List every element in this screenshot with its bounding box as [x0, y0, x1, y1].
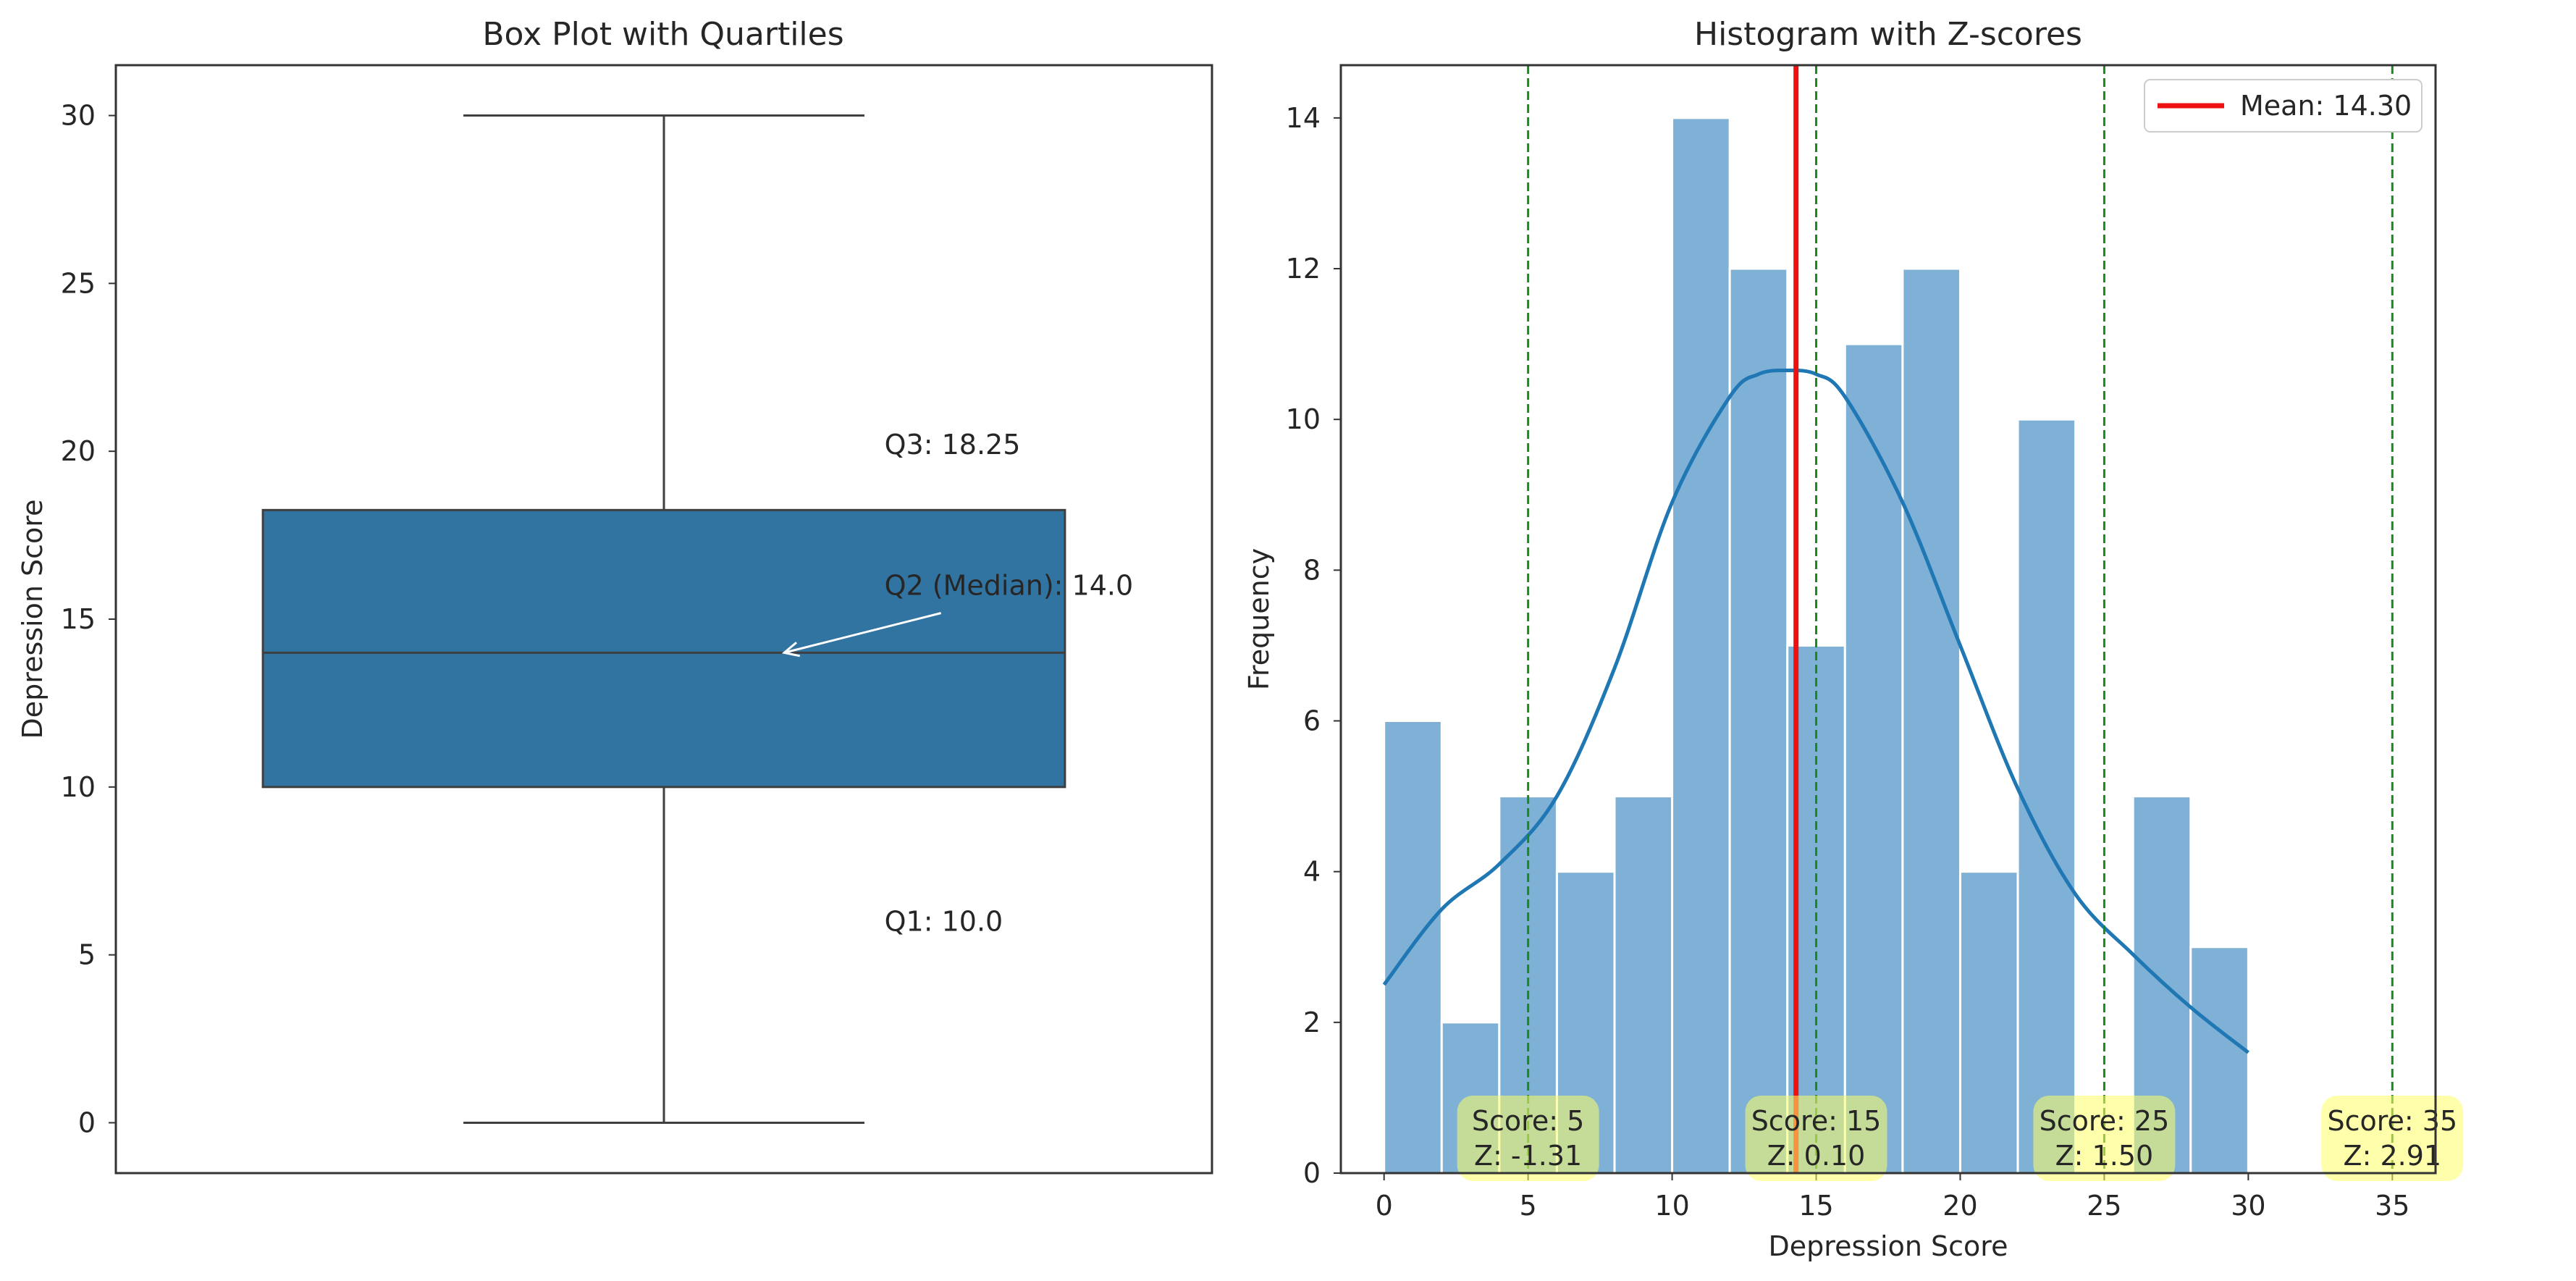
- histogram-x-ticks: 0 5 10 15 20 25 30 35: [1376, 1173, 2409, 1222]
- box-y-tick-label: 25: [61, 267, 96, 299]
- box-y-tick-label: 5: [78, 939, 96, 971]
- z-label-box-2: [2033, 1096, 2176, 1181]
- histogram-legend: Mean: 14.30: [2144, 79, 2423, 133]
- z-label-score-3: Score: 35: [2327, 1105, 2457, 1137]
- box-plot-body: [261, 114, 1066, 1124]
- legend-frame: [2144, 79, 2423, 133]
- hist-y-tick-label: 4: [1303, 856, 1321, 888]
- z-label-z-1: Z: 0.10: [1767, 1140, 1866, 1172]
- hist-x-tick-label: 10: [1654, 1190, 1689, 1222]
- legend-mean-label: Mean: 14.30: [2240, 90, 2412, 122]
- histogram-bar-4: [1613, 795, 1674, 1175]
- hist-x-tick-label: 30: [2231, 1190, 2265, 1222]
- box-plot-y-axis-label: Depression Score: [17, 500, 49, 739]
- box-iqr-rect: [261, 508, 1066, 789]
- histogram-x-axis-label: Depression Score: [1769, 1230, 2008, 1262]
- hist-x-tick-label: 25: [2087, 1190, 2121, 1222]
- histogram-bar-10: [1958, 870, 2019, 1175]
- z-label-score-1: Score: 15: [1751, 1105, 1882, 1137]
- histogram-bar-11: [2016, 418, 2077, 1175]
- histogram-bar-14: [2189, 946, 2249, 1175]
- box-plot-frame: [114, 64, 1213, 1175]
- hist-y-tick-label: 8: [1303, 554, 1321, 586]
- hist-y-tick-label: 0: [1303, 1157, 1321, 1189]
- z-label-box-1: [1745, 1096, 1887, 1181]
- hist-y-tick-label: 6: [1303, 705, 1321, 737]
- histogram-y-axis-label: Frequency: [1243, 548, 1275, 690]
- box-annotation-1: Q2 (Median): 14.0: [885, 570, 1134, 602]
- box-y-tick-label: 30: [61, 100, 96, 132]
- z-label-score-0: Score: 5: [1472, 1105, 1585, 1137]
- box-plot-y-ticks: 0 5 10 15 20 25 30: [61, 100, 116, 1138]
- histogram-chart: Histogram with Z-scores 0 2 4 6 8 10 12 14 0 5 10…: [1243, 16, 2464, 1262]
- histogram-title: Histogram with Z-scores: [1694, 16, 2082, 53]
- box-y-tick-label: 15: [61, 603, 96, 635]
- box-y-tick-label: 20: [61, 435, 96, 467]
- hist-y-tick-label: 14: [1286, 102, 1321, 134]
- hist-y-tick-label: 12: [1286, 253, 1321, 285]
- hist-x-tick-label: 15: [1798, 1190, 1833, 1222]
- kde-line: [1382, 368, 2249, 1054]
- box-annotation-arrow: [783, 612, 942, 654]
- histogram-bar-9: [1901, 267, 1961, 1175]
- histogram-reference-lines: [1527, 65, 2394, 1173]
- box-y-tick-label: 0: [78, 1106, 96, 1138]
- z-label-z-2: Z: 1.50: [2055, 1140, 2154, 1172]
- histogram-z-score-labels: Score: 5Z: -1.31 Score: 15Z: 0.10 Score: 2…: [1457, 1096, 2464, 1181]
- histogram-bar-0: [1383, 720, 1443, 1175]
- box-y-tick-label: 10: [61, 771, 96, 803]
- hist-x-tick-label: 5: [1520, 1190, 1537, 1222]
- z-label-z-3: Z: 2.91: [2344, 1140, 2442, 1172]
- histogram-bar-5: [1671, 117, 1731, 1175]
- hist-x-tick-label: 20: [1942, 1190, 1977, 1222]
- z-label-box-0: [1457, 1096, 1599, 1181]
- box-annotation-0: Q3: 18.25: [885, 429, 1021, 461]
- hist-y-tick-label: 2: [1303, 1007, 1321, 1038]
- hist-x-tick-label: 35: [2375, 1190, 2409, 1222]
- histogram-bar-6: [1728, 267, 1789, 1175]
- box-plot-annotations: Q3: 18.25 Q2 (Median): 14.0 Q1: 10.0: [781, 429, 1134, 937]
- box-plot-title: Box Plot with Quartiles: [482, 16, 843, 53]
- histogram-kde-curve: [1382, 368, 2249, 1054]
- box-annotation-arrowhead: [781, 642, 801, 658]
- z-label-z-0: Z: -1.31: [1474, 1140, 1582, 1172]
- z-label-score-2: Score: 25: [2040, 1105, 2170, 1137]
- hist-x-tick-label: 0: [1376, 1190, 1393, 1222]
- box-plot-chart: Box Plot with Quartiles 0 5 10 15 20 25 30 Dep…: [17, 16, 1213, 1175]
- box-annotation-2: Q1: 10.0: [885, 905, 1003, 937]
- histogram-y-ticks: 0 2 4 6 8 10 12 14: [1286, 102, 1341, 1189]
- histogram-bar-8: [1843, 343, 1904, 1175]
- z-label-box-3: [2321, 1096, 2464, 1181]
- hist-y-tick-label: 10: [1286, 403, 1321, 435]
- histogram-frame: [1339, 64, 2437, 1175]
